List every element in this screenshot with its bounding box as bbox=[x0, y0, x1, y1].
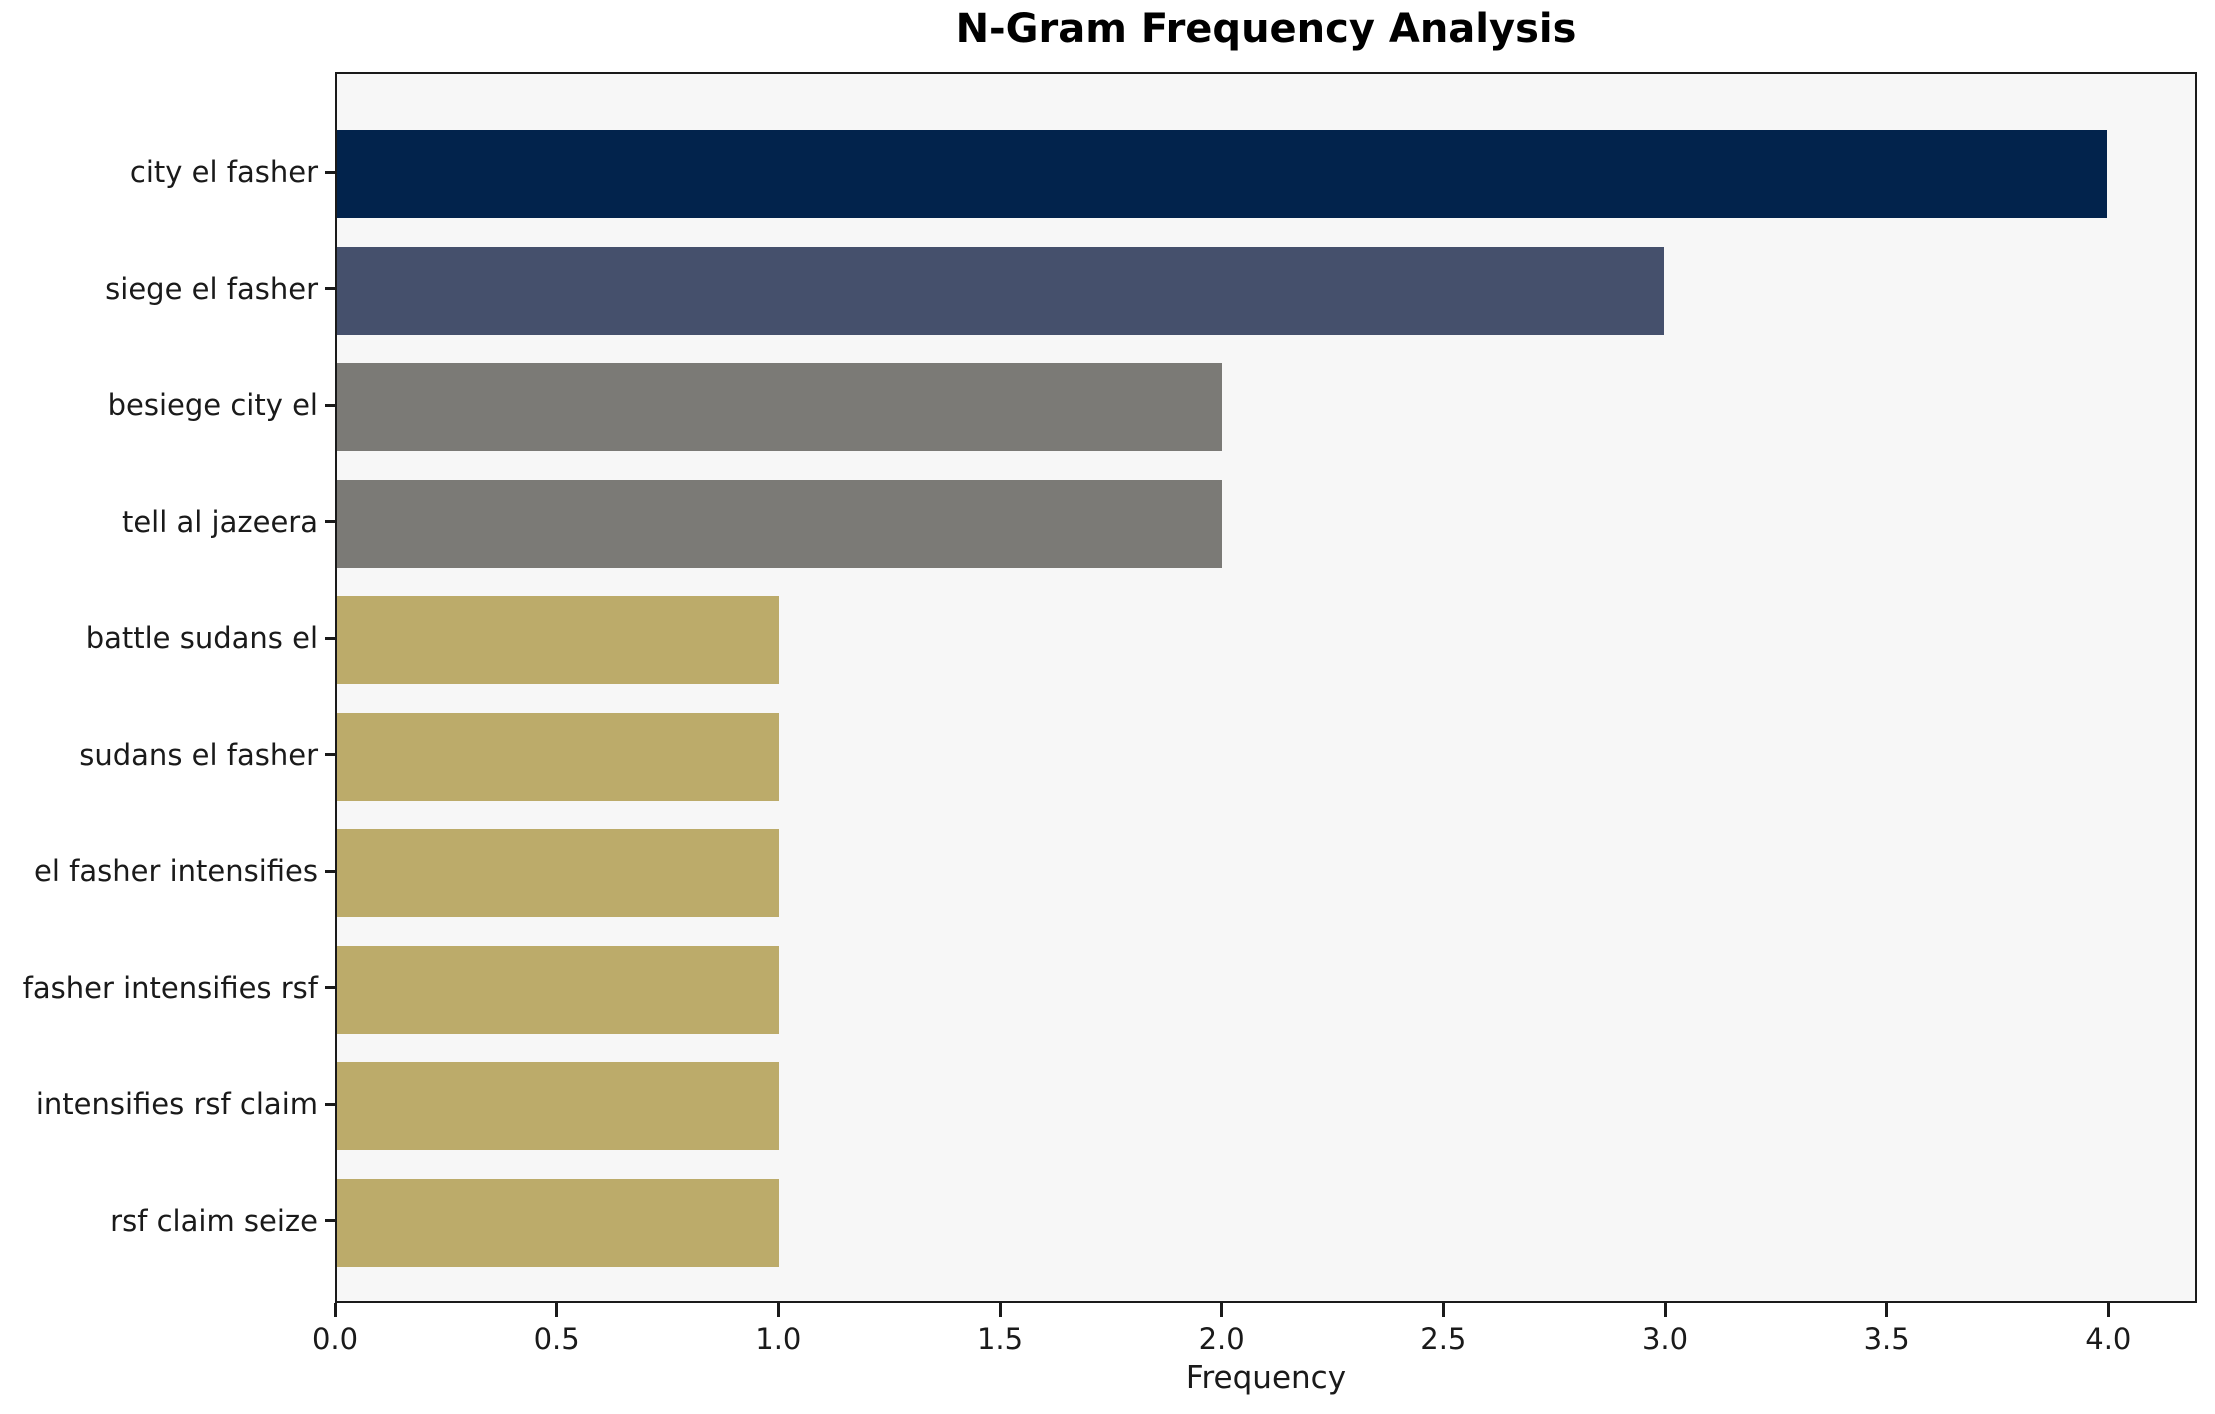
x-tick-label: 2.5 bbox=[1420, 1322, 1467, 1356]
x-tick-mark bbox=[555, 1303, 559, 1317]
bar-row bbox=[337, 582, 2195, 699]
x-tick-label: 2.0 bbox=[1198, 1322, 1245, 1356]
bar-row bbox=[337, 116, 2195, 233]
x-tick-label: 0.0 bbox=[311, 1322, 359, 1356]
y-tick-mark bbox=[325, 287, 335, 291]
x-tick-mark bbox=[998, 1303, 1002, 1317]
bar bbox=[337, 479, 1222, 568]
y-tick-label: el fasher intensifies bbox=[34, 854, 318, 889]
x-tick-mark bbox=[333, 1303, 337, 1317]
x-tick-label: 4.0 bbox=[2085, 1322, 2132, 1356]
bar-row bbox=[337, 815, 2195, 932]
bar-row bbox=[337, 1165, 2195, 1282]
x-tick-label: 1.0 bbox=[755, 1322, 802, 1356]
y-tick-mark bbox=[325, 636, 335, 640]
bar-row bbox=[337, 466, 2195, 583]
x-tick-mark bbox=[776, 1303, 780, 1317]
y-tick-mark bbox=[325, 986, 335, 990]
bar bbox=[337, 1178, 780, 1267]
y-tick-mark bbox=[325, 869, 335, 873]
bar-row bbox=[337, 349, 2195, 466]
x-tick-mark bbox=[1441, 1303, 1445, 1317]
bar bbox=[337, 1062, 780, 1151]
y-tick-mark bbox=[325, 403, 335, 407]
x-tick-mark bbox=[2106, 1303, 2110, 1317]
y-tick-label: rsf claim seize bbox=[110, 1203, 318, 1238]
x-tick-label: 3.0 bbox=[1641, 1322, 1689, 1356]
y-tick-mark bbox=[325, 753, 335, 757]
x-tick-label: 3.5 bbox=[1863, 1322, 1910, 1356]
bar-row bbox=[337, 1048, 2195, 1165]
bar bbox=[337, 363, 1222, 452]
y-tick-label: city el fasher bbox=[129, 155, 318, 190]
bar-row bbox=[337, 699, 2195, 816]
bar bbox=[337, 829, 780, 918]
bar bbox=[337, 246, 1665, 335]
y-tick-mark bbox=[325, 520, 335, 524]
x-tick-mark bbox=[1663, 1303, 1667, 1317]
y-tick-label: tell al jazeera bbox=[121, 504, 318, 539]
y-tick-label: sudans el fasher bbox=[79, 737, 318, 772]
x-tick-mark bbox=[1885, 1303, 1889, 1317]
bars-container bbox=[337, 116, 2195, 1281]
bar bbox=[337, 712, 780, 801]
x-tick-label: 0.5 bbox=[533, 1322, 580, 1356]
bar-row bbox=[337, 932, 2195, 1049]
plot-area bbox=[335, 72, 2197, 1303]
y-tick-mark bbox=[325, 1102, 335, 1106]
chart-title: N-Gram Frequency Analysis bbox=[955, 6, 1577, 52]
y-tick-mark bbox=[325, 170, 335, 174]
y-tick-label: besiege city el bbox=[107, 388, 318, 423]
x-axis-label: Frequency bbox=[1185, 1360, 1347, 1396]
bar-row bbox=[337, 233, 2195, 350]
y-tick-mark bbox=[325, 1219, 335, 1223]
y-tick-label: fasher intensifies rsf bbox=[22, 970, 318, 1005]
y-tick-label: siege el fasher bbox=[105, 271, 318, 306]
x-tick-label: 1.5 bbox=[976, 1322, 1024, 1356]
y-tick-label: battle sudans el bbox=[85, 621, 318, 656]
bar bbox=[337, 596, 780, 685]
y-tick-label: intensifies rsf claim bbox=[35, 1087, 318, 1122]
x-tick-mark bbox=[1220, 1303, 1224, 1317]
bar bbox=[337, 945, 780, 1034]
bar bbox=[337, 130, 2107, 219]
